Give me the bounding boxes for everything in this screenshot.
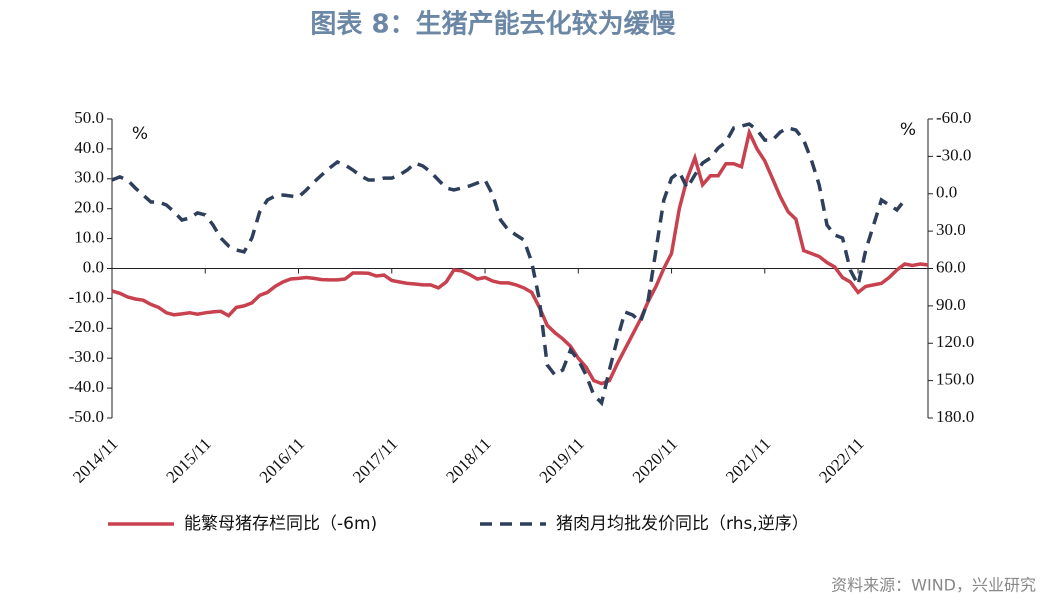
x-tick-label: 2014/11 bbox=[69, 434, 121, 486]
y-tick-label: 50.0 bbox=[74, 108, 104, 127]
chart-title: 图表 8：生猪产能去化较为缓慢 bbox=[310, 9, 676, 40]
x-tick-label: 2017/11 bbox=[349, 434, 401, 486]
y-tick-label: -50.0 bbox=[69, 407, 104, 426]
legend-label: 能繁母猪存栏同比（-6m) bbox=[184, 514, 377, 534]
series-line bbox=[111, 122, 907, 407]
y2-tick-label: -60.0 bbox=[936, 108, 971, 127]
y2-tick-label: -30.0 bbox=[936, 145, 971, 164]
x-tick-label: 2019/11 bbox=[535, 434, 587, 486]
y-tick-label: -20.0 bbox=[69, 317, 104, 336]
y-tick-label: 0.0 bbox=[83, 257, 104, 276]
x-tick-label: 2022/11 bbox=[815, 434, 867, 486]
x-tick-label: 2020/11 bbox=[629, 434, 681, 486]
y-tick-label: 20.0 bbox=[74, 198, 104, 217]
series-line bbox=[111, 127, 929, 386]
source: 资料来源：WIND，兴业研究 bbox=[831, 576, 1036, 595]
y2-tick-label: 0.0 bbox=[936, 183, 957, 202]
y-tick-label: -30.0 bbox=[69, 347, 104, 366]
x-tick-label: 2015/11 bbox=[162, 434, 214, 486]
y2-tick-label: 90.0 bbox=[936, 295, 966, 314]
legend-label: 猪肉月均批发价同比（rhs,逆序） bbox=[556, 514, 809, 534]
y2-tick-label: 120.0 bbox=[936, 332, 974, 351]
y-tick-label: 40.0 bbox=[74, 138, 104, 157]
y2-tick-label: 150.0 bbox=[936, 370, 974, 389]
y2-unit: % bbox=[900, 120, 916, 140]
y2-tick-label: 60.0 bbox=[936, 257, 966, 276]
y-tick-label: 10.0 bbox=[74, 228, 104, 247]
y-tick-label: 30.0 bbox=[74, 168, 104, 187]
y-unit: % bbox=[132, 124, 148, 144]
x-tick-label: 2021/11 bbox=[722, 434, 774, 486]
x-tick-label: 2018/11 bbox=[442, 434, 494, 486]
y2-tick-label: 180.0 bbox=[936, 407, 974, 426]
y-tick-label: -40.0 bbox=[69, 377, 104, 396]
y2-tick-label: 30.0 bbox=[936, 220, 966, 239]
x-tick-label: 2016/11 bbox=[256, 434, 308, 486]
y-tick-label: -10.0 bbox=[69, 287, 104, 306]
